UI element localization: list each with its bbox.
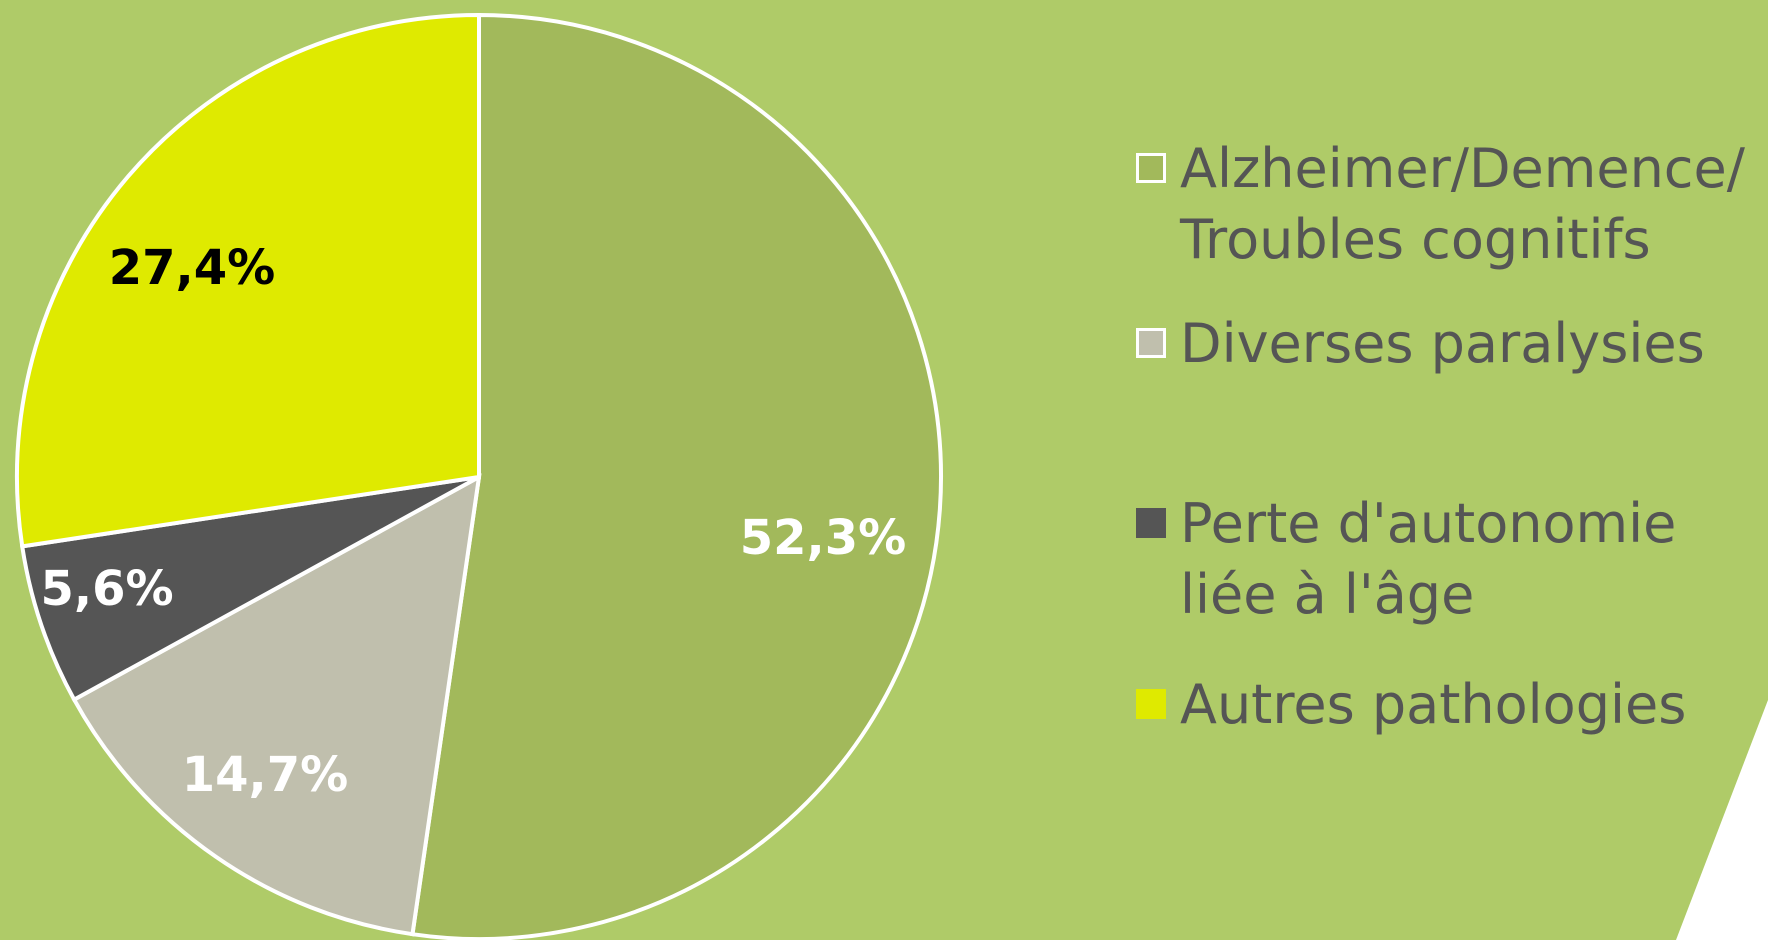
legend-item: Alzheimer/Demence/ Troubles cognitifs	[1136, 133, 1745, 275]
pie-slice	[19, 475, 480, 703]
legend-label: Alzheimer/Demence/ Troubles cognitifs	[1180, 137, 1745, 271]
legend-item: Autres pathologies	[1136, 669, 1686, 740]
legend-label: Autres pathologies	[1180, 673, 1687, 736]
legend-label: Diverses paralysies	[1180, 312, 1705, 375]
data-label: 27,4%	[109, 240, 276, 296]
legend-swatch	[1136, 153, 1166, 183]
legend-swatch	[1136, 508, 1166, 538]
legend-swatch	[1136, 328, 1166, 358]
legend-item: Diverses paralysies	[1136, 308, 1705, 379]
data-label: 5,6%	[40, 561, 173, 617]
legend-label: Perte d'autonomie liée à l'âge	[1180, 492, 1677, 626]
data-label: 14,7%	[182, 747, 349, 803]
legend-swatch	[1136, 689, 1166, 719]
pie-slice	[410, 12, 943, 940]
pie-slice	[71, 473, 482, 937]
data-label: 52,3%	[740, 510, 907, 566]
decoration	[1676, 700, 1768, 940]
legend-item: Perte d'autonomie liée à l'âge	[1136, 488, 1676, 630]
pie-slice	[15, 12, 481, 549]
